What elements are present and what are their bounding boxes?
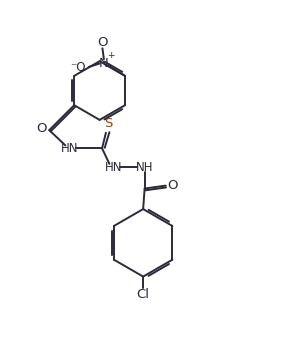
Text: ⁻O: ⁻O: [71, 61, 86, 74]
Text: O: O: [97, 37, 108, 49]
Text: HN: HN: [61, 142, 79, 155]
Text: +: +: [107, 51, 114, 60]
Text: Cl: Cl: [137, 288, 150, 301]
Text: S: S: [104, 118, 112, 130]
Text: O: O: [36, 122, 46, 135]
Text: NH: NH: [136, 161, 153, 174]
Text: O: O: [167, 179, 178, 192]
Text: HN: HN: [105, 161, 123, 174]
Text: N: N: [99, 57, 109, 70]
